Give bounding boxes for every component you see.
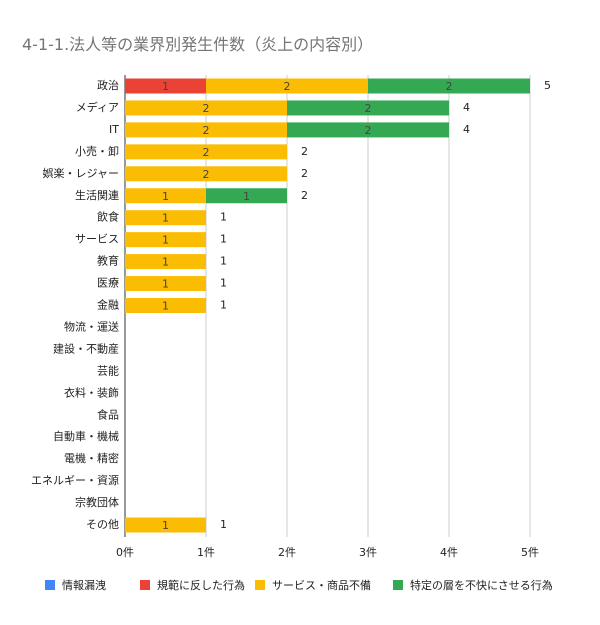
- x-tick-label: 0件: [116, 546, 134, 559]
- bar-segment: [368, 78, 530, 94]
- y-tick-label: 電機・精密: [64, 451, 119, 465]
- bar-segment: [125, 144, 287, 160]
- y-tick-label: 政治: [97, 78, 119, 92]
- segment-label: 2: [203, 124, 210, 137]
- legend-label: 特定の層を不快にさせる行為: [410, 578, 553, 592]
- total-label: 1: [220, 211, 227, 224]
- y-tick-label: 宗教団体: [75, 495, 119, 509]
- y-tick-label: IT: [109, 123, 119, 136]
- segment-label: 2: [203, 146, 210, 159]
- segment-label: 1: [162, 190, 169, 203]
- segment-label: 1: [162, 278, 169, 291]
- total-label: 4: [463, 123, 470, 136]
- total-label: 5: [544, 79, 551, 92]
- total-label: 2: [301, 167, 308, 180]
- segment-label: 2: [203, 168, 210, 181]
- bar-segment: [287, 100, 449, 116]
- bar-segment: [125, 232, 206, 248]
- bar-segment: [125, 100, 287, 116]
- bar-segment: [125, 122, 287, 138]
- total-label: 1: [220, 277, 227, 290]
- y-tick-label: 自動車・機械: [53, 429, 119, 443]
- y-tick-label: 娯楽・レジャー: [43, 166, 119, 180]
- y-tick-label: メディア: [76, 100, 119, 114]
- y-tick-label: 建設・不動産: [53, 341, 119, 355]
- segment-label: 1: [162, 212, 169, 225]
- total-label: 1: [220, 299, 227, 312]
- y-tick-label: エネルギー・資源: [31, 473, 119, 487]
- bar-segment: [125, 188, 206, 204]
- legend-label: 情報漏洩: [62, 578, 106, 592]
- segment-label: 1: [162, 234, 169, 247]
- segment-label: 1: [162, 300, 169, 313]
- legend-label: サービス・商品不備: [272, 578, 371, 592]
- y-tick-label: 芸能: [97, 363, 119, 377]
- segment-label: 2: [284, 80, 291, 93]
- segment-label: 1: [162, 519, 169, 532]
- segment-label: 2: [365, 102, 372, 115]
- legend-swatch: [140, 580, 150, 590]
- y-tick-label: 金融: [97, 298, 119, 312]
- y-tick-label: 小売・卸: [75, 144, 119, 158]
- legend-label: 規範に反した行為: [157, 578, 245, 592]
- total-label: 2: [301, 189, 308, 202]
- bar-segment: [125, 276, 206, 292]
- total-label: 1: [220, 233, 227, 246]
- y-tick-label: 衣料・装飾: [64, 385, 119, 399]
- x-tick-label: 1件: [197, 546, 215, 559]
- bar-segment: [287, 122, 449, 138]
- y-tick-label: 物流・運送: [64, 319, 119, 333]
- segment-label: 2: [203, 102, 210, 115]
- y-tick-label: 教育: [97, 254, 119, 268]
- bar-segment: [125, 78, 206, 94]
- legend-swatch: [255, 580, 265, 590]
- total-label: 4: [463, 101, 470, 114]
- segment-label: 1: [162, 80, 169, 93]
- x-tick-label: 5件: [521, 546, 539, 559]
- bar-segment: [125, 517, 206, 533]
- y-tick-label: 食品: [97, 407, 119, 421]
- bar-segment: [125, 166, 287, 182]
- bar-segment: [125, 254, 206, 270]
- bar-segment: [206, 188, 287, 204]
- segment-label: 1: [162, 256, 169, 269]
- segment-label: 2: [365, 124, 372, 137]
- x-tick-label: 4件: [440, 546, 458, 559]
- total-label: 2: [301, 145, 308, 158]
- y-tick-label: サービス: [75, 233, 119, 246]
- total-label: 1: [220, 518, 227, 531]
- x-tick-label: 2件: [278, 546, 296, 559]
- bar-segment: [125, 298, 206, 313]
- y-tick-label: 飲食: [97, 210, 119, 224]
- legend-swatch: [393, 580, 403, 590]
- segment-label: 1: [243, 190, 250, 203]
- bar-segment: [125, 210, 206, 226]
- y-tick-label: 医療: [97, 276, 119, 290]
- legend-swatch: [45, 580, 55, 590]
- x-tick-label: 3件: [359, 546, 377, 559]
- y-tick-label: その他: [86, 518, 119, 531]
- y-tick-label: 生活関連: [75, 188, 119, 202]
- chart-title: 4-1-1.法人等の業界別発生件数（炎上の内容別）: [22, 35, 373, 54]
- segment-label: 2: [446, 80, 453, 93]
- total-label: 1: [220, 255, 227, 268]
- bar-segment: [206, 78, 368, 94]
